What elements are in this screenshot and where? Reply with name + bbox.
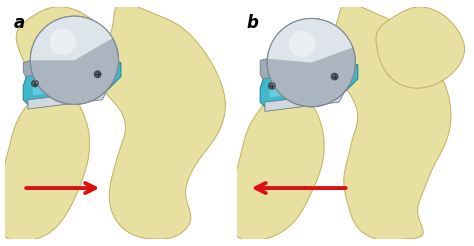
Polygon shape [274, 25, 330, 53]
Polygon shape [265, 93, 344, 111]
Wedge shape [267, 18, 353, 63]
Polygon shape [260, 44, 344, 79]
Polygon shape [376, 7, 465, 88]
Polygon shape [23, 58, 121, 104]
Polygon shape [37, 25, 93, 53]
Text: a: a [14, 14, 25, 32]
Circle shape [50, 29, 76, 55]
Polygon shape [330, 4, 451, 240]
Polygon shape [28, 91, 107, 109]
Circle shape [268, 82, 275, 89]
Polygon shape [270, 74, 348, 97]
Polygon shape [16, 7, 107, 86]
Circle shape [267, 18, 356, 107]
Polygon shape [0, 88, 90, 241]
Polygon shape [229, 91, 324, 241]
Polygon shape [33, 72, 111, 95]
Circle shape [30, 16, 118, 104]
Circle shape [289, 31, 315, 57]
Polygon shape [260, 60, 358, 107]
Wedge shape [30, 16, 113, 60]
Circle shape [94, 71, 101, 78]
Text: b: b [246, 14, 258, 32]
Polygon shape [23, 44, 107, 77]
Polygon shape [98, 3, 226, 239]
Circle shape [331, 73, 338, 80]
Circle shape [31, 80, 38, 87]
